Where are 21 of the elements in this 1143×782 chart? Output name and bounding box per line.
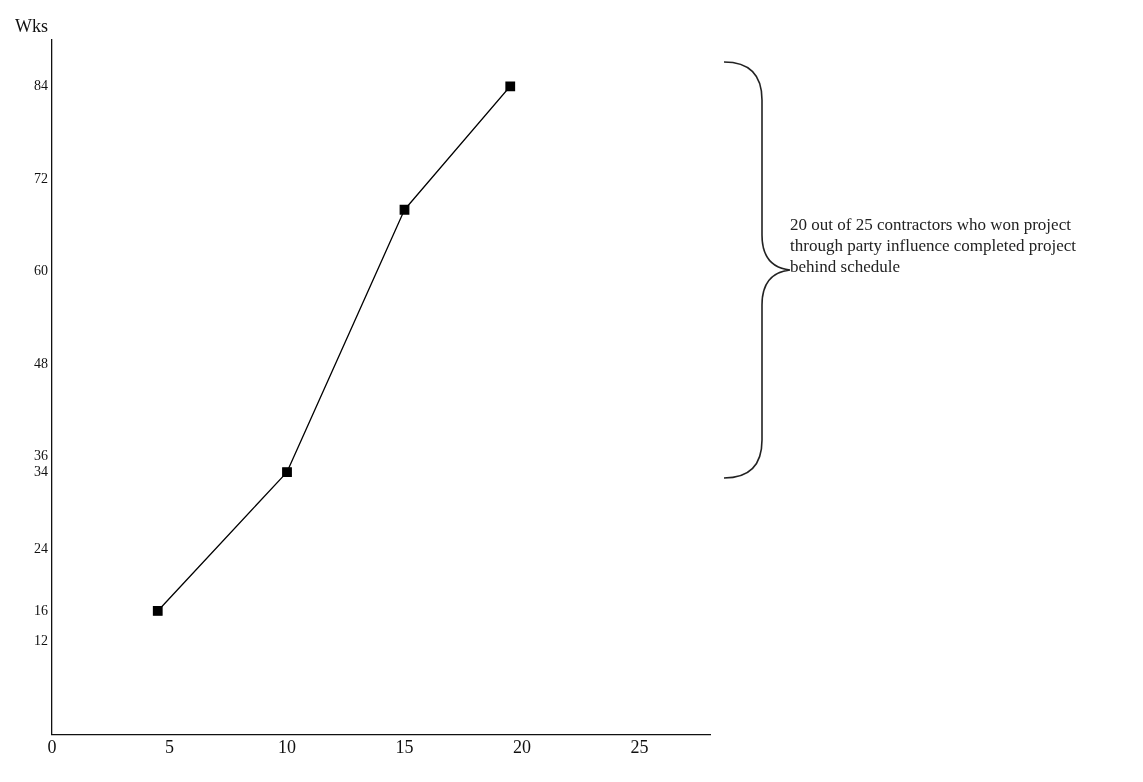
y-tick-label: 16 xyxy=(34,602,48,618)
x-tick-label: 25 xyxy=(630,736,649,757)
x-tick-label: 10 xyxy=(278,736,296,757)
y-axis-title: Wks xyxy=(15,15,48,36)
y-tick-label: 84 xyxy=(34,77,48,93)
y-tick-label: 34 xyxy=(34,463,48,479)
point xyxy=(152,606,163,616)
y-tick-label: 12 xyxy=(34,633,48,649)
y-tick-label: 24 xyxy=(34,540,48,556)
x-tick-label: 0 xyxy=(47,736,57,757)
y-tick-label: 60 xyxy=(34,263,48,279)
text: 20 out of 25 contractors who won project through party influence completed project behind schedule xyxy=(790,214,1078,277)
x-tick-label: 20 xyxy=(513,736,531,757)
y-tick-label: 72 xyxy=(34,170,48,186)
point xyxy=(399,204,410,215)
x-tick-label: 5 xyxy=(165,736,174,757)
point xyxy=(282,467,292,477)
x-tick-label: 15 xyxy=(395,736,414,757)
point xyxy=(505,81,516,92)
y-tick-label: 48 xyxy=(34,355,48,371)
y-tick-label: 36 xyxy=(34,448,48,464)
